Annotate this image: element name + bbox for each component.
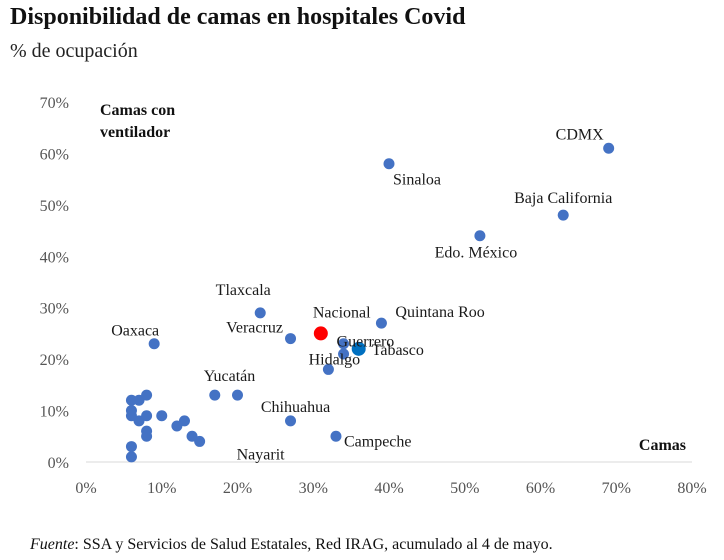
point-label-tlaxcala: Tlaxcala	[216, 282, 271, 299]
point-label-hidalgo: Hidalgo	[309, 351, 361, 368]
y-tick-label: 0%	[48, 455, 69, 472]
y-axis-title-line1: Camas con	[100, 102, 175, 119]
point-label-baja-california: Baja California	[514, 190, 612, 207]
point-quintana-roo	[375, 317, 387, 329]
point-edo-m-xico	[474, 230, 486, 242]
point-label-chihuahua: Chihuahua	[261, 399, 330, 416]
point-tabasco	[351, 341, 366, 356]
x-tick-label: 60%	[526, 480, 555, 497]
x-tick-label: 10%	[147, 480, 176, 497]
point-state-28	[125, 394, 137, 406]
source-prefix: Fuente	[30, 536, 75, 553]
point-hidalgo	[322, 363, 334, 375]
x-tick-label: 70%	[602, 480, 631, 497]
point-baja-california	[557, 209, 569, 221]
point-label-cdmx: CDMX	[556, 126, 604, 143]
point-yucat-n	[232, 389, 243, 401]
source-text: : SSA y Servicios de Salud Estatales, Re…	[74, 536, 553, 553]
y-tick-label: 60%	[40, 146, 69, 163]
point-label-nayarit: Nayarit	[237, 446, 286, 463]
y-tick-label: 40%	[40, 249, 69, 266]
point-sinaloa	[383, 158, 395, 170]
point-state-30	[125, 410, 137, 422]
x-tick-label: 30%	[299, 480, 328, 497]
point-label-quintana-roo: Quintana Roo	[395, 304, 484, 321]
point-cdmx	[603, 142, 615, 154]
point-tlaxcala	[254, 307, 266, 319]
point-state-26	[133, 394, 145, 406]
point-label-yucat-n: Yucatán	[204, 368, 256, 385]
point-state-18	[186, 430, 198, 442]
point-chihuahua	[285, 415, 297, 427]
point-state-25	[141, 430, 153, 442]
y-tick-label: 70%	[40, 95, 69, 112]
point-nacional	[313, 326, 328, 341]
x-tick-label: 0%	[75, 480, 96, 497]
x-axis-title: Camas	[639, 437, 686, 454]
point-state-31	[125, 441, 137, 453]
point-label-oaxaca: Oaxaca	[111, 323, 159, 340]
point-label-tabasco: Tabasco	[372, 342, 424, 359]
x-tick-label: 50%	[450, 480, 479, 497]
point-label-guerrero: Guerrero	[337, 334, 395, 351]
y-tick-label: 20%	[40, 352, 69, 369]
point-campeche	[330, 430, 342, 442]
x-tick-label: 20%	[223, 480, 252, 497]
point-state-21	[156, 410, 168, 422]
source-note: Fuente: SSA y Servicios de Salud Estatal…	[30, 536, 553, 554]
point-guerrero	[338, 338, 350, 350]
point-oaxaca	[148, 338, 160, 350]
point-state-32	[125, 451, 137, 463]
point-label-veracruz: Veracruz	[226, 320, 283, 337]
point-label-edo-m-xico: Edo. México	[435, 245, 518, 262]
point-state-8	[338, 348, 350, 360]
chart-title: Disponibilidad de camas en hospitales Co…	[10, 4, 466, 30]
point-veracruz	[285, 333, 297, 345]
y-axis-title-line2: ventilador	[100, 124, 170, 141]
point-label-campeche: Campeche	[344, 433, 412, 450]
point-label-sinaloa: Sinaloa	[393, 172, 441, 189]
x-tick-label: 80%	[677, 480, 706, 497]
chart-subtitle: % de ocupación	[10, 40, 138, 62]
y-tick-label: 30%	[40, 301, 69, 318]
y-tick-label: 50%	[40, 198, 69, 215]
point-label-nacional: Nacional	[313, 304, 371, 321]
point-state-20	[171, 420, 183, 432]
y-tick-label: 10%	[40, 404, 69, 421]
x-tick-label: 40%	[374, 480, 403, 497]
point-state-14	[209, 389, 221, 401]
